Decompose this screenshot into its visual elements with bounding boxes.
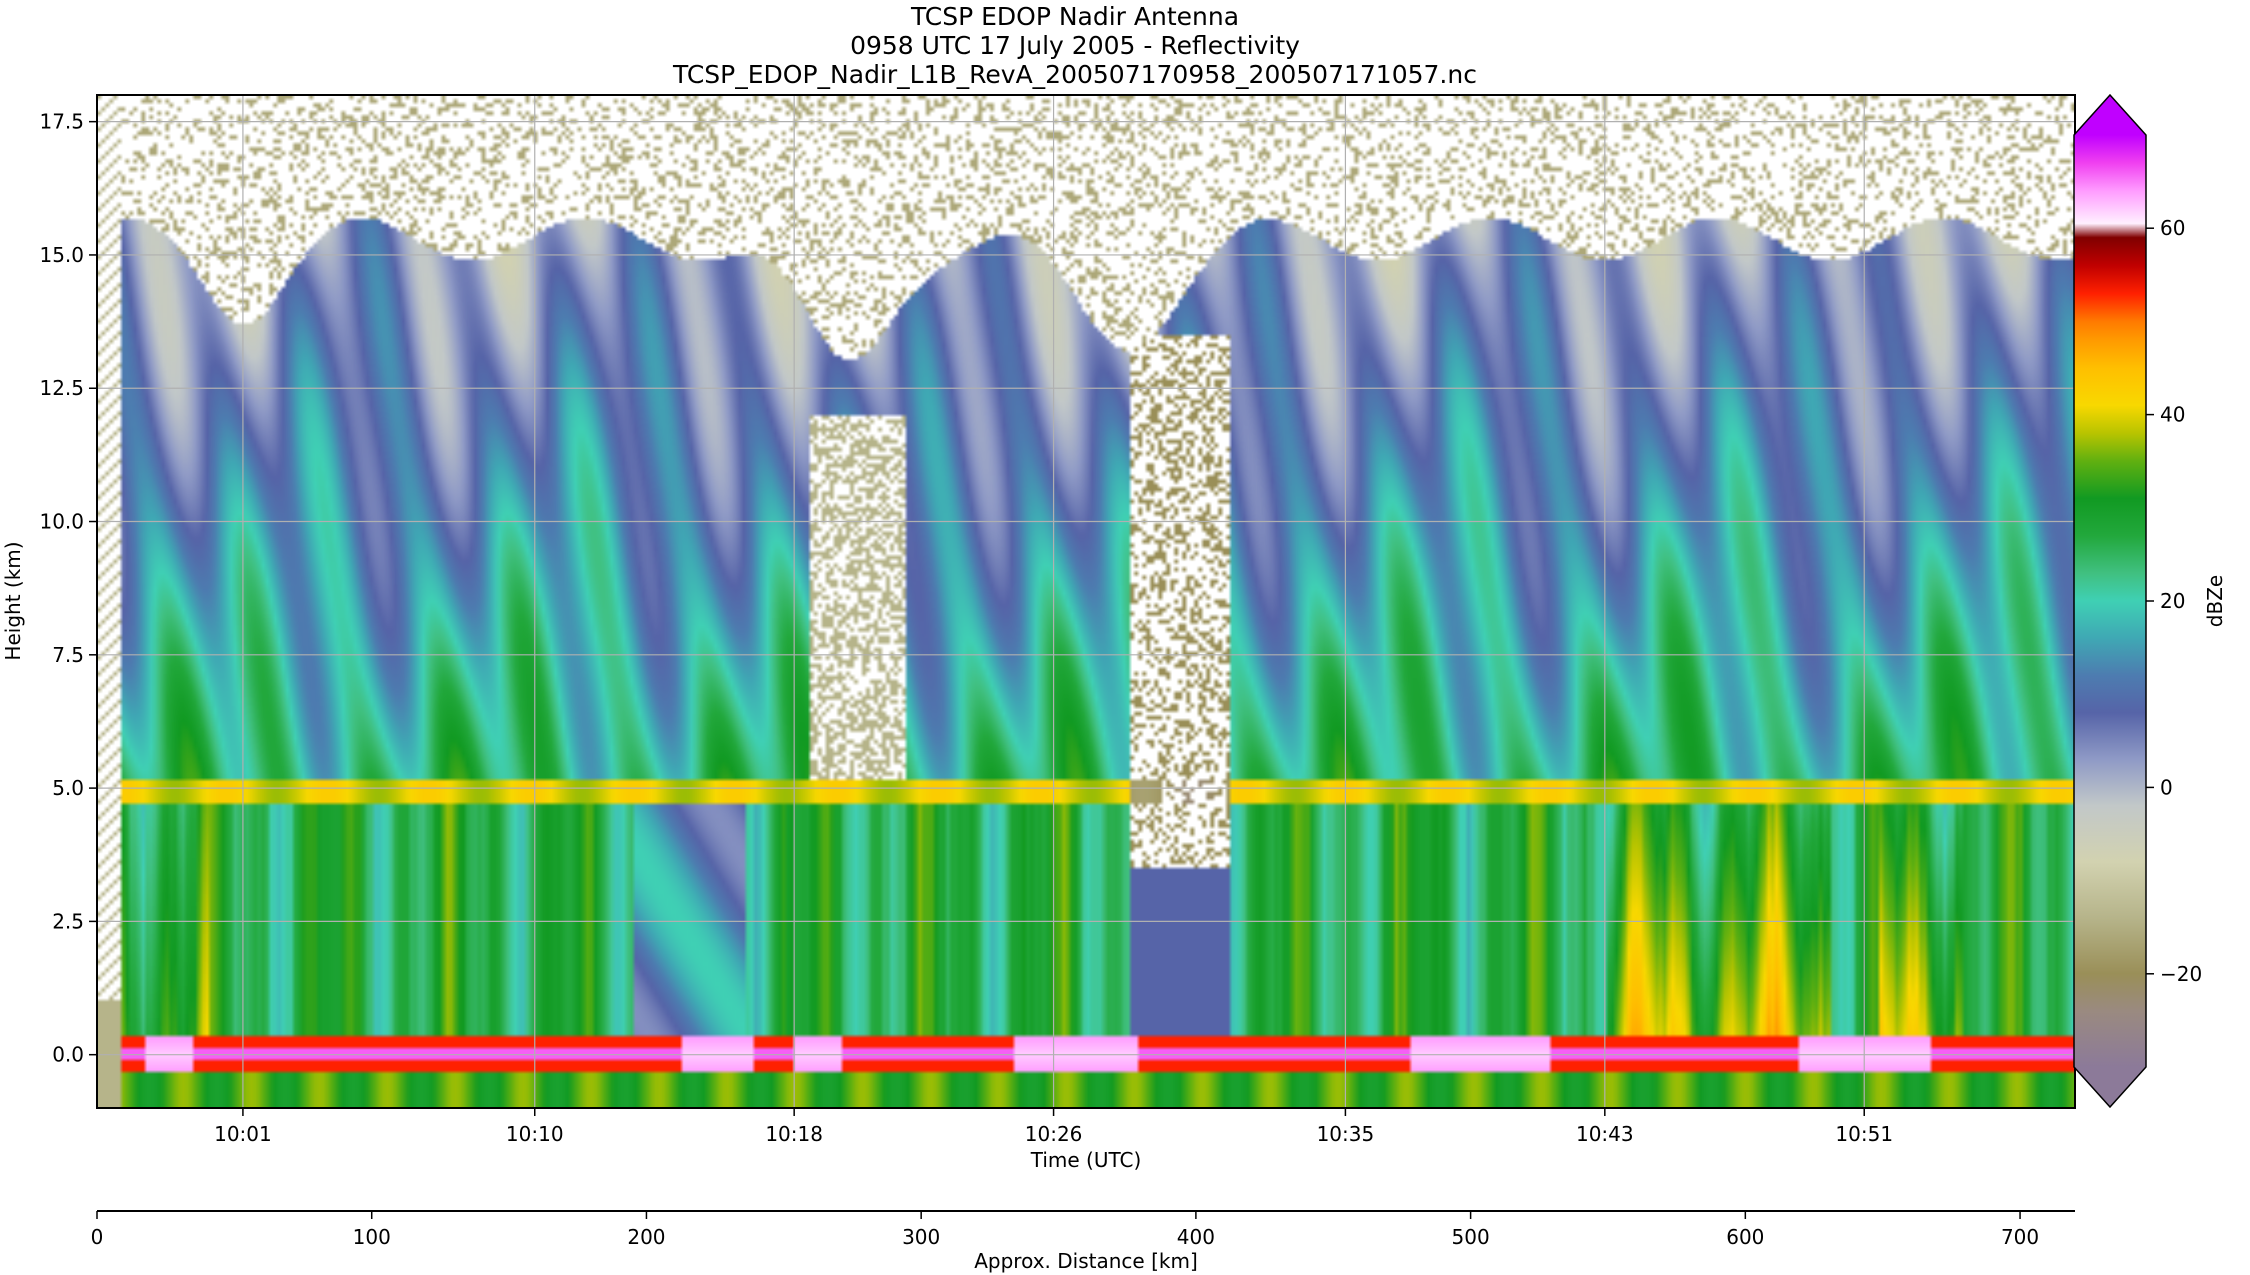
colorbar-tick-label: 40 <box>2160 403 2185 427</box>
y-tick-label: 10.0 <box>39 510 84 534</box>
y-tick-label: 15.0 <box>39 243 84 267</box>
x-tick-label: 10:18 <box>765 1122 823 1146</box>
plot-area <box>96 94 2076 1109</box>
y-axis: 0.0 2.5 5.0 7.5 10.0 12.5 15.0 17.5 <box>39 110 97 1067</box>
y-tick-label: 17.5 <box>39 110 84 134</box>
gridlines <box>97 95 2075 1108</box>
reflectivity-raster <box>97 95 2075 1108</box>
title-line-1: TCSP EDOP Nadir Antenna <box>910 2 1240 31</box>
y-tick-label: 0.0 <box>52 1043 84 1067</box>
x-tick-label: 10:43 <box>1576 1122 1634 1146</box>
colorbar-frame <box>2073 93 2147 1109</box>
y-axis-label: Height (km) <box>1 541 25 660</box>
colorbar-tick-label: 60 <box>2160 216 2185 240</box>
x-axis-label: Time (UTC) <box>1030 1148 1142 1172</box>
distance-tick-label: 600 <box>1726 1225 1764 1249</box>
y-tick-label: 12.5 <box>39 376 84 400</box>
chart-title: TCSP EDOP Nadir Antenna 0958 UTC 17 July… <box>0 2 2150 89</box>
distance-tick-label: 400 <box>1177 1225 1215 1249</box>
distance-tick-label: 0 <box>91 1225 104 1249</box>
distance-tick-label: 100 <box>353 1225 391 1249</box>
colorbar-tick-label: −20 <box>2160 962 2202 986</box>
title-line-2: 0958 UTC 17 July 2005 - Reflectivity <box>850 31 1300 60</box>
distance-axis-label: Approx. Distance [km] <box>974 1249 1198 1273</box>
y-tick-label: 5.0 <box>52 776 84 800</box>
colorbar-tick-label: 0 <box>2160 775 2173 799</box>
distance-tick-label: 700 <box>2001 1225 2039 1249</box>
y-tick-label: 2.5 <box>52 909 84 933</box>
colorbar-ticks: −20 0 20 40 60 <box>2146 216 2202 986</box>
title-line-3: TCSP_EDOP_Nadir_L1B_RevA_200507170958_20… <box>673 60 1477 89</box>
distance-tick-label: 500 <box>1452 1225 1490 1249</box>
x-axis: 10:01 10:10 10:18 10:26 10:35 10:43 10:51 <box>214 1108 1893 1146</box>
x-tick-label: 10:35 <box>1317 1122 1375 1146</box>
distance-tick-label: 200 <box>627 1225 665 1249</box>
colorbar-label: dBZe <box>2203 575 2227 627</box>
x-tick-label: 10:26 <box>1025 1122 1083 1146</box>
x-tick-label: 10:01 <box>214 1122 272 1146</box>
x-tick-label: 10:51 <box>1835 1122 1893 1146</box>
colorbar: −20 0 20 40 60 dBZe <box>2073 93 2227 1109</box>
distance-tick-label: 300 <box>902 1225 940 1249</box>
colorbar-fill <box>2074 95 2146 1107</box>
distance-axis: 0 100 200 300 400 500 600 700 <box>91 1210 2075 1249</box>
colorbar-tick-label: 20 <box>2160 589 2185 613</box>
reflectivity-image <box>97 95 2075 1108</box>
x-tick-label: 10:10 <box>506 1122 564 1146</box>
y-tick-label: 7.5 <box>52 643 84 667</box>
